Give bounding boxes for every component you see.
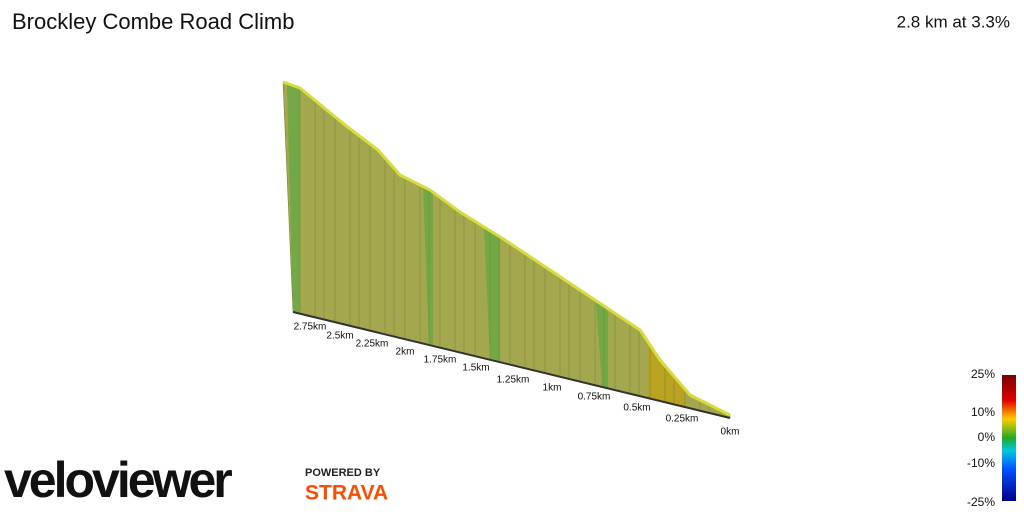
powered-by: POWERED BY: [305, 467, 381, 479]
distance-label: 2.25km: [356, 339, 389, 350]
green-band: [596, 300, 608, 389]
distance-label: 0.75km: [578, 392, 611, 403]
gradient-label: -10%: [967, 456, 995, 470]
green-band: [287, 83, 300, 314]
summary: 2.8 km at 3.3%: [897, 12, 1010, 31]
distance-label: 0.5km: [623, 403, 650, 414]
distance-label: 0.25km: [666, 414, 699, 425]
distance-label: 1km: [543, 383, 562, 394]
distance-label: 2.75km: [294, 322, 327, 333]
distance-label: 2.5km: [326, 331, 353, 342]
gradient-label: -25%: [967, 495, 995, 509]
distance-label: 0km: [721, 427, 740, 438]
strava: STRAVA: [305, 482, 388, 505]
profile-stripes: [287, 83, 721, 416]
distance-axis: [292, 311, 731, 419]
title: Brockley Combe Road Climb: [12, 9, 294, 34]
gradient-labels: 25% 10% 0% -10% -25%: [967, 367, 995, 509]
gradient-label: 0%: [978, 430, 996, 444]
distance-label: 1.25km: [497, 375, 530, 386]
profile-edge: [282, 80, 731, 417]
green-band: [484, 226, 500, 363]
gradient-label: 25%: [971, 367, 995, 381]
distance-label: 1.5km: [462, 363, 489, 374]
distance-label: 2km: [396, 347, 415, 358]
logo: veloviewer: [4, 452, 232, 508]
green-band: [423, 186, 433, 346]
gradient-bar: [1002, 375, 1016, 501]
distance-label: 1.75km: [424, 355, 457, 366]
gradient-label: 10%: [971, 405, 995, 419]
